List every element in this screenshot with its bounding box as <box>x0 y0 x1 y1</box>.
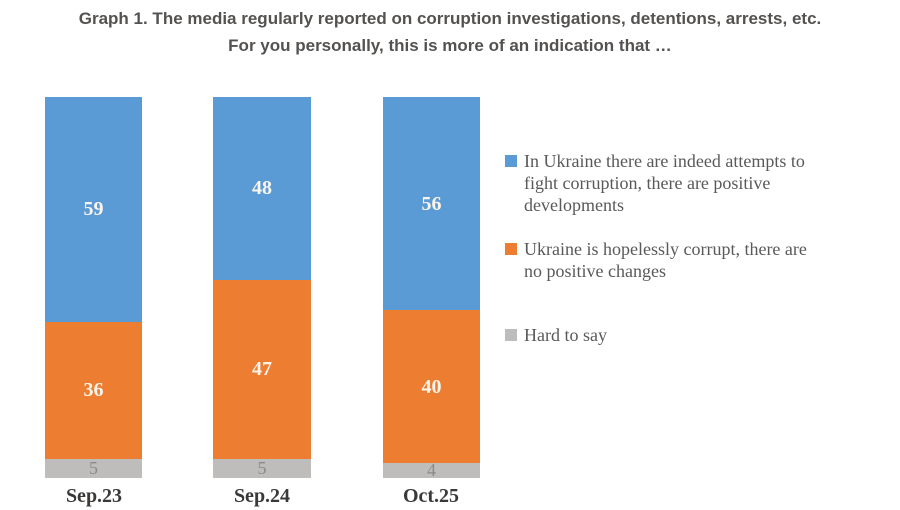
legend-label-positive: In Ukraine there are indeed attempts to … <box>524 151 805 215</box>
value-label: 4 <box>427 460 436 481</box>
bar-sep23-segment-corrupt: 36 <box>45 321 142 459</box>
chart-title: Graph 1. The media regularly reported on… <box>0 5 900 59</box>
bar-sep24: 48 47 5 <box>213 97 311 478</box>
bar-sep23: 59 36 5 <box>45 97 142 478</box>
x-axis-label-oct25: Oct.25 <box>402 485 460 507</box>
x-axis-label-sep24: Sep.24 <box>233 485 291 507</box>
bar-sep24-segment-positive: 48 <box>213 97 311 280</box>
legend-marker-hard-to-say-icon <box>505 329 517 341</box>
legend-marker-positive-icon <box>505 155 517 167</box>
legend-item-hard-to-say: Hard to say <box>505 324 893 346</box>
bar-oct25-segment-hard-to-say: 4 <box>383 460 480 481</box>
value-label: 5 <box>257 458 267 479</box>
value-label: 47 <box>252 358 272 381</box>
bar-oct25-segment-positive: 56 <box>383 97 480 311</box>
x-axis-label-sep23: Sep.23 <box>65 485 123 507</box>
legend-label-hard-to-say: Hard to say <box>524 325 607 345</box>
value-label: 48 <box>252 177 272 200</box>
chart-title-line-2: For you personally, this is more of an i… <box>228 36 672 55</box>
bar-sep23-segment-hard-to-say: 5 <box>45 458 142 479</box>
bar-sep24-segment-corrupt: 47 <box>213 279 311 459</box>
legend-item-positive: In Ukraine there are indeed attempts to … <box>505 150 893 216</box>
chart-title-line-1: Graph 1. The media regularly reported on… <box>78 9 822 28</box>
bar-sep23-segment-positive: 59 <box>45 97 142 322</box>
bar-sep24-segment-hard-to-say: 5 <box>213 458 311 479</box>
legend-label-corrupt: Ukraine is hopelessly corrupt, there are… <box>524 239 807 281</box>
legend-item-corrupt: Ukraine is hopelessly corrupt, there are… <box>505 238 893 282</box>
value-label: 56 <box>421 192 442 215</box>
legend-marker-corrupt-icon <box>505 243 517 255</box>
bar-oct25: 56 40 4 <box>383 97 480 481</box>
value-label: 5 <box>89 458 98 479</box>
value-label: 59 <box>83 198 104 221</box>
value-label: 36 <box>83 379 104 402</box>
bar-oct25-segment-corrupt: 40 <box>383 310 480 463</box>
legend: In Ukraine there are indeed attempts to … <box>505 150 893 368</box>
value-label: 40 <box>421 375 442 398</box>
